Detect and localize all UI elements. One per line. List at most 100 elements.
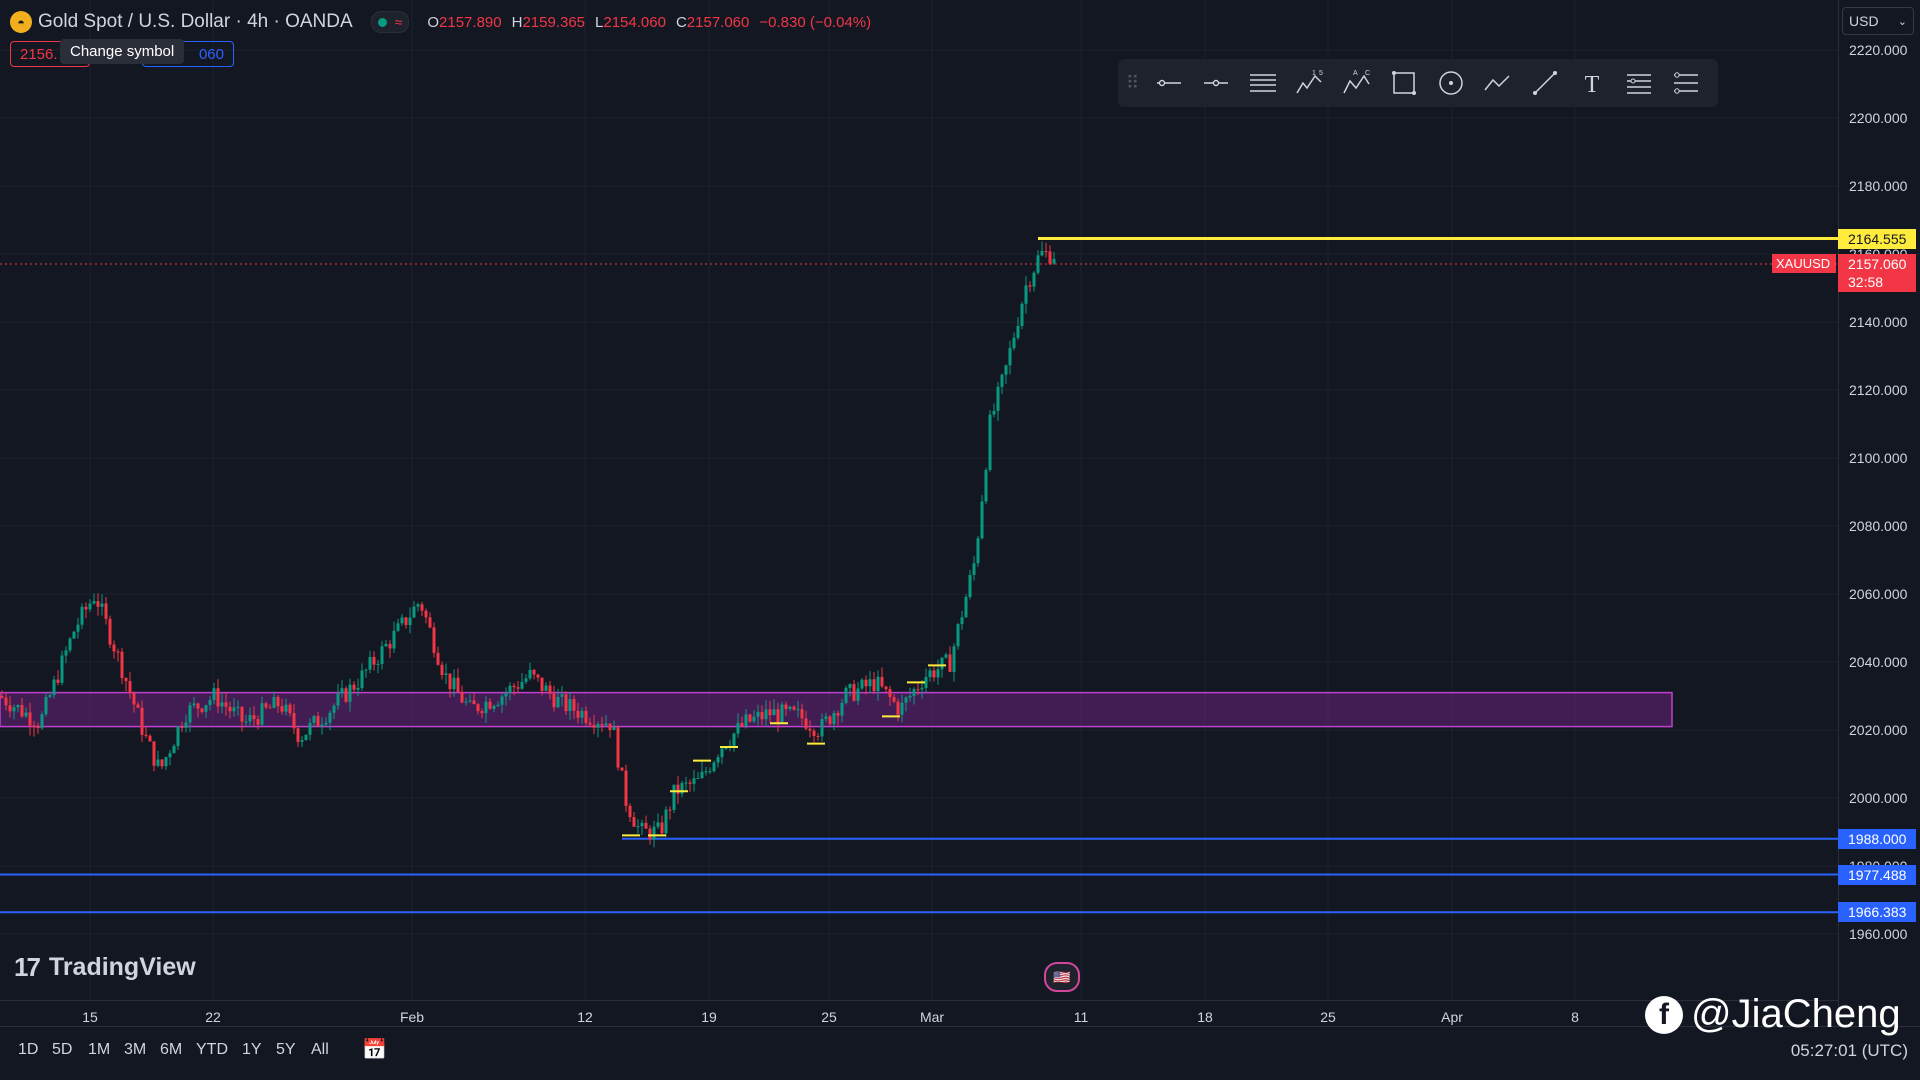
calendar-icon[interactable]: 📅 bbox=[362, 1039, 387, 1061]
candle-body bbox=[968, 574, 972, 597]
candle-body bbox=[316, 715, 320, 727]
candle-body bbox=[388, 643, 392, 649]
trend-line-icon[interactable] bbox=[1525, 63, 1565, 103]
candle-body bbox=[204, 705, 208, 712]
settings-list-icon[interactable] bbox=[1666, 63, 1706, 103]
svg-text:5: 5 bbox=[1319, 70, 1323, 77]
fib-retracement-icon[interactable] bbox=[1619, 63, 1659, 103]
candle-body bbox=[608, 723, 612, 731]
candle-body bbox=[656, 822, 660, 827]
currency-selector[interactable]: USD ⌄ bbox=[1842, 7, 1914, 35]
candle-body bbox=[368, 656, 372, 670]
symbol-title[interactable]: Gold Spot / U.S. Dollar · 4h · OANDA bbox=[38, 11, 353, 32]
rectangle-icon[interactable] bbox=[1384, 63, 1424, 103]
price-tick: 2180.000 bbox=[1849, 178, 1908, 194]
candle-body bbox=[364, 669, 368, 671]
range-1d[interactable]: 1D bbox=[18, 1041, 39, 1058]
candle-body bbox=[88, 603, 92, 610]
candle-body bbox=[1012, 337, 1016, 349]
candle-body bbox=[796, 709, 800, 711]
candle-body bbox=[384, 643, 388, 647]
candle-body bbox=[236, 706, 240, 708]
range-6m[interactable]: 6M bbox=[160, 1041, 183, 1058]
time-tick: Feb bbox=[399, 1009, 425, 1025]
candle-body bbox=[216, 688, 220, 707]
candle-body bbox=[20, 705, 24, 717]
price-label: 1988.000 bbox=[1838, 828, 1916, 849]
candle-body bbox=[348, 684, 352, 702]
svg-text:A: A bbox=[1353, 70, 1358, 77]
candle-body bbox=[460, 691, 464, 703]
candle-body bbox=[464, 701, 468, 703]
watermark-text: @JiaCheng bbox=[1691, 992, 1901, 1036]
horizontal-ray-icon[interactable] bbox=[1196, 63, 1236, 103]
candle-body bbox=[684, 782, 688, 784]
candle-body bbox=[836, 713, 840, 716]
circle-icon[interactable] bbox=[1431, 63, 1471, 103]
candle-body bbox=[208, 700, 212, 706]
candle-body bbox=[380, 646, 384, 664]
chevron-down-icon: ⌄ bbox=[1897, 15, 1907, 28]
candle-body bbox=[36, 726, 40, 729]
candle-body bbox=[540, 677, 544, 691]
price-tick: 2040.000 bbox=[1849, 654, 1908, 670]
change-value: −0.830 (−0.04%) bbox=[759, 13, 872, 31]
candle-body bbox=[176, 726, 180, 746]
candle-body bbox=[60, 655, 64, 683]
horizontal-line-icon[interactable] bbox=[1149, 63, 1189, 103]
candle-body bbox=[628, 805, 632, 818]
range-3m[interactable]: 3M bbox=[124, 1041, 147, 1058]
high-label: H bbox=[511, 13, 523, 31]
candle-body bbox=[704, 771, 708, 773]
candle-body bbox=[680, 783, 684, 794]
candle-body bbox=[772, 709, 776, 716]
candle-body bbox=[8, 705, 12, 712]
range-1y[interactable]: 1Y bbox=[242, 1041, 262, 1058]
candle-body bbox=[12, 707, 16, 712]
parallel-lines-icon[interactable] bbox=[1243, 63, 1283, 103]
range-all[interactable]: All bbox=[311, 1041, 329, 1058]
candle-body bbox=[420, 604, 424, 611]
candle-body bbox=[632, 817, 636, 827]
author-watermark: f @JiaCheng bbox=[1645, 992, 1901, 1037]
range-5y[interactable]: 5Y bbox=[276, 1041, 296, 1058]
currency-label: USD bbox=[1849, 13, 1879, 29]
candle-body bbox=[240, 706, 244, 722]
candle-body bbox=[1036, 255, 1040, 273]
candle-body bbox=[756, 712, 760, 717]
candle-body bbox=[948, 654, 952, 672]
candle-body bbox=[580, 710, 584, 718]
us-flag-event-icon[interactable]: 🇺🇸 bbox=[1044, 962, 1080, 992]
range-1m[interactable]: 1M bbox=[88, 1041, 111, 1058]
time-axis[interactable]: 15 22 Feb 12 19 25 Mar 11 18 25 Apr 8 bbox=[0, 1000, 1838, 1027]
candle-body bbox=[980, 501, 984, 539]
path-icon[interactable] bbox=[1478, 63, 1518, 103]
candle-body bbox=[996, 386, 1000, 411]
candle-body bbox=[24, 712, 28, 717]
range-ytd[interactable]: YTD bbox=[196, 1041, 228, 1058]
candle-body bbox=[292, 713, 296, 729]
candle-body bbox=[672, 784, 676, 810]
utc-clock[interactable]: 05:27:01 (UTC) bbox=[1790, 1041, 1908, 1060]
candle-body bbox=[708, 771, 712, 773]
candle-body bbox=[560, 694, 564, 697]
text-icon[interactable]: T bbox=[1572, 63, 1612, 103]
chart-canvas[interactable] bbox=[0, 0, 1838, 1000]
candle-body bbox=[480, 711, 484, 714]
candle-body bbox=[508, 685, 512, 693]
candle-body bbox=[408, 617, 412, 626]
market-status[interactable]: ≈ bbox=[370, 11, 410, 33]
candle-body bbox=[932, 670, 936, 678]
drag-handle-icon[interactable]: ⠿ bbox=[1126, 72, 1140, 93]
time-tick: Mar bbox=[919, 1009, 945, 1025]
tradingview-logo[interactable]: 17 TradingView bbox=[14, 952, 196, 983]
candle-body bbox=[360, 670, 364, 688]
price-axis[interactable]: 2220.0002200.0002180.0002160.0002140.000… bbox=[1838, 0, 1920, 1020]
facebook-icon: f bbox=[1645, 995, 1683, 1034]
candle-body bbox=[396, 623, 400, 631]
range-5d[interactable]: 5D bbox=[52, 1041, 73, 1058]
candle-body bbox=[712, 762, 716, 772]
